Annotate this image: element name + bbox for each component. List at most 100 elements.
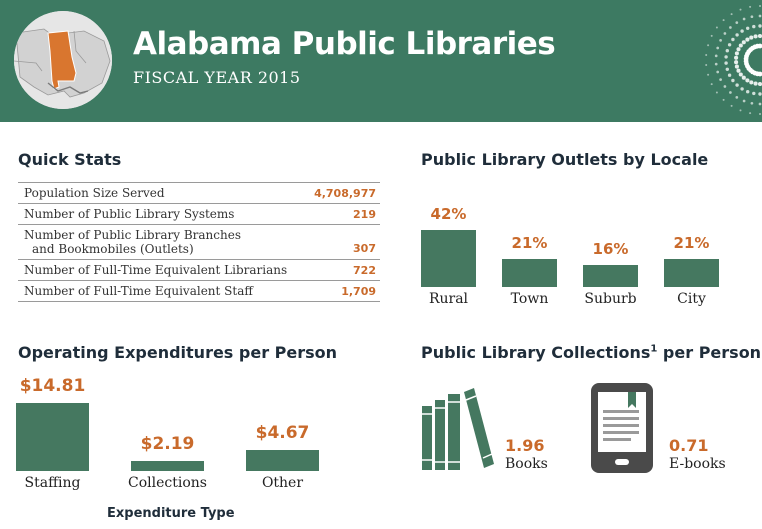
burst-dot — [759, 5, 761, 7]
bar-other — [246, 449, 319, 471]
bar-category-label: Collections — [128, 475, 207, 491]
stat-row: Number of Full-Time Equivalent Staff 1,7… — [18, 281, 380, 302]
burst-dot — [757, 33, 762, 39]
burst-dot — [734, 60, 739, 65]
burst-dot — [741, 75, 746, 80]
burst-dot — [742, 99, 746, 103]
page-subtitle: FISCAL YEAR 2015 — [133, 68, 301, 87]
burst-dot — [745, 37, 750, 42]
burst-dot — [738, 43, 743, 48]
burst-dot — [746, 26, 750, 30]
books-label: Books — [505, 456, 548, 472]
burst-dot — [736, 68, 741, 73]
bar-value-label: 21% — [511, 233, 548, 252]
burst-dot — [740, 87, 744, 91]
stat-row: Number of Public Library Systems 219 — [18, 204, 380, 225]
burst-dot — [723, 32, 727, 35]
burst-dot — [758, 24, 762, 28]
burst-dot — [753, 34, 758, 39]
books-value: 1.96 — [505, 436, 545, 455]
burst-dot — [731, 78, 735, 83]
burst-dot — [730, 104, 733, 107]
stat-value: 219 — [353, 208, 376, 221]
bar-town — [502, 258, 557, 287]
stat-value: 1,709 — [341, 285, 376, 298]
burst-dot — [731, 37, 735, 42]
burst-dot — [750, 101, 754, 105]
burst-dot — [719, 78, 722, 81]
stat-label: Number of Full-Time Equivalent Staff — [24, 284, 253, 298]
burst-dot — [758, 14, 762, 18]
burst-dot — [739, 109, 742, 112]
burst-dot — [734, 51, 739, 56]
burst-dot — [725, 49, 729, 53]
burst-dot — [736, 47, 741, 52]
bar-category-label: Other — [261, 475, 304, 491]
bar-rural — [421, 230, 476, 287]
bar-suburb — [583, 265, 638, 287]
burst-dot — [716, 70, 720, 74]
stat-label: Number of Public Library Branches — [24, 228, 241, 242]
header-banner: Alabama Public Libraries FISCAL YEAR 201… — [0, 0, 762, 122]
burst-dot — [740, 29, 744, 33]
burst-dot — [757, 43, 762, 49]
burst-dot — [725, 67, 729, 72]
burst-dot — [727, 43, 732, 47]
stat-row: Population Size Served 4,708,977 — [18, 182, 380, 204]
burst-dot — [707, 44, 710, 47]
bar-value-label: $14.81 — [19, 376, 86, 396]
burst-dot — [714, 54, 718, 58]
stat-label-continued: and Bookmobiles (Outlets) — [32, 242, 194, 256]
bar-value-label: 42% — [430, 205, 467, 223]
dot-burst-icon — [705, 5, 762, 115]
burst-dot — [741, 40, 746, 45]
stat-row: Number of Full-Time Equivalent Librarian… — [18, 260, 380, 281]
stat-label: Number of Public Library Systems — [24, 207, 235, 221]
quick-stats-title: Quick Stats — [18, 150, 122, 169]
quick-stats-table: Population Size Served 4,708,977 Number … — [18, 182, 380, 302]
burst-dot — [745, 78, 750, 83]
burst-dot — [753, 81, 758, 86]
burst-dot — [705, 64, 708, 66]
bar-staffing — [16, 403, 89, 471]
collections-title-tail: per Person — [657, 343, 762, 362]
stat-row: Number of Public Library Branches and Bo… — [18, 225, 380, 260]
burst-dot — [722, 19, 725, 22]
stat-label: Population Size Served — [24, 186, 165, 200]
burst-dot — [719, 39, 722, 42]
burst-dot — [715, 26, 718, 29]
burst-dot — [723, 85, 727, 88]
expenditures-axis-title: Expenditure Type — [107, 506, 235, 521]
outlets-title: Public Library Outlets by Locale — [421, 150, 709, 169]
burst-dot — [749, 35, 754, 40]
burst-dot — [710, 83, 713, 86]
burst-dot — [710, 34, 713, 37]
expenditures-title: Operating Expenditures per Person — [18, 343, 338, 362]
burst-dot — [752, 24, 756, 29]
bar-value-label: 16% — [592, 240, 629, 259]
bar-value-label: 21% — [673, 233, 710, 252]
bar-value-label: $4.67 — [255, 422, 310, 443]
bar-category-label: Rural — [428, 291, 469, 307]
burst-dot — [716, 46, 720, 50]
burst-dot — [750, 15, 754, 19]
ebooks-value: 0.71 — [669, 436, 709, 455]
stat-value: 722 — [353, 264, 376, 277]
bar-category-label: Staffing — [24, 475, 81, 491]
bar-collections — [131, 460, 204, 471]
burst-dot — [758, 102, 762, 106]
burst-dot — [758, 92, 762, 96]
burst-dot — [729, 91, 732, 94]
burst-dot — [749, 5, 752, 8]
burst-dot — [735, 33, 739, 37]
ebooks-label: E-books — [669, 456, 726, 472]
burst-dot — [735, 83, 739, 87]
burst-dot — [752, 91, 756, 96]
burst-dot — [749, 112, 752, 115]
collections-title: Public Library Collections1 per Person — [421, 343, 761, 362]
burst-dot — [739, 8, 742, 11]
bar-category-label: Town — [510, 291, 549, 307]
burst-dot — [735, 96, 739, 99]
burst-dot — [705, 54, 708, 56]
bar-value-label: $2.19 — [140, 433, 195, 454]
